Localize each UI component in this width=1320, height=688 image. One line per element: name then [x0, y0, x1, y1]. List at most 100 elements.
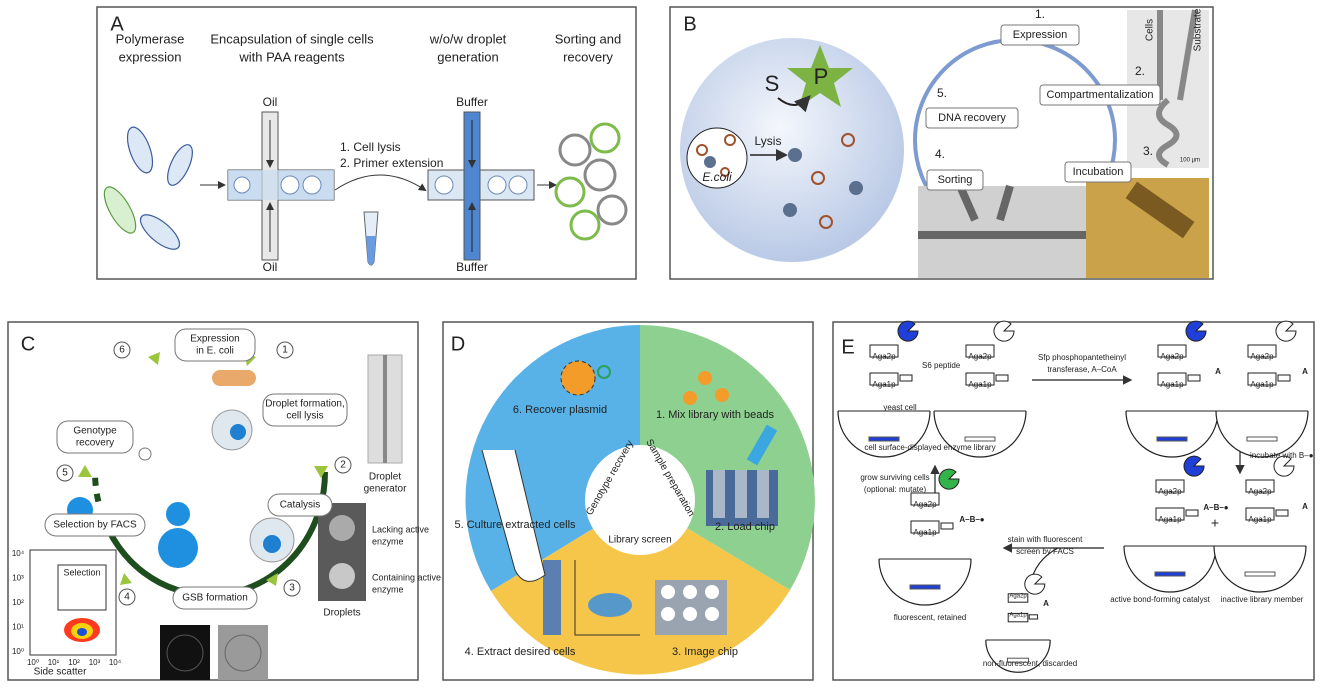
label: A–B–●: [1203, 503, 1228, 512]
aga-box: [869, 372, 899, 386]
aga-box: [965, 372, 995, 386]
label: Lacking active: [372, 524, 429, 534]
y-tick-label: 10³: [12, 574, 24, 583]
label: Side scatter: [34, 667, 87, 678]
panel-label: D: [451, 333, 465, 355]
label: stain with fluorescent: [1008, 535, 1083, 544]
label: 4. Extract desired cells: [465, 646, 576, 658]
aga-box: [965, 344, 995, 358]
label: in E. coli: [196, 346, 234, 357]
x-tick-label: 10²: [68, 658, 80, 667]
aga-box: [869, 344, 899, 358]
label: GSB formation: [182, 593, 248, 604]
label: Containing active: [372, 572, 441, 582]
step-number: 4: [124, 592, 130, 603]
yeast-cell: [837, 410, 931, 458]
label: Aga2p: [1009, 594, 1027, 600]
tag: [1277, 374, 1291, 382]
label: 3. Image chip: [672, 646, 738, 658]
label-box: [174, 328, 256, 362]
label-box: [172, 586, 258, 610]
vacuole: [868, 436, 900, 442]
label: Expression: [190, 334, 239, 345]
label: 6. Recover plasmid: [513, 404, 607, 416]
aga-box: [1157, 372, 1187, 386]
label: recovery: [76, 438, 114, 449]
enzyme: [1024, 573, 1046, 595]
step-title: recovery: [563, 49, 613, 64]
step-number: 3.: [1143, 144, 1153, 158]
enzyme: [938, 468, 960, 490]
label: Droplet: [369, 472, 401, 483]
label: Aga1p: [1248, 515, 1272, 524]
label: P: [814, 64, 829, 89]
step-badge: [334, 456, 352, 474]
step-badge: [118, 588, 136, 606]
label: Buffer: [456, 95, 488, 109]
label: Aga1p: [1160, 380, 1184, 389]
yeast-cell: [878, 558, 972, 606]
label: yeast cell: [883, 403, 917, 412]
aga-box: [1247, 344, 1277, 358]
label: Aga1p: [1009, 613, 1027, 619]
step-number: 5: [62, 468, 68, 479]
label: S6 peptide: [922, 361, 961, 370]
yeast-cell: [1215, 410, 1309, 458]
label: 1. Mix library with beads: [656, 409, 774, 421]
x-tick-label: 10⁴: [109, 658, 122, 667]
yeast-cell: [933, 410, 1027, 458]
label-box: [56, 420, 134, 454]
enzyme: [1183, 455, 1205, 477]
label: grow surviving cells: [860, 473, 929, 482]
yeast-cell: [985, 639, 1051, 673]
step-title: with PAA reagents: [238, 49, 345, 64]
aga-box: [1245, 507, 1275, 521]
label: Aga2p: [913, 500, 937, 509]
yeast-cell: [1125, 410, 1219, 458]
aga-box: [1155, 507, 1185, 521]
label-box: [926, 169, 984, 191]
aga-box: [1007, 593, 1029, 603]
panel-a: [96, 6, 637, 280]
label: screen by FACS: [1016, 547, 1074, 556]
label: Aga1p: [1158, 515, 1182, 524]
step-title: Polymerase: [116, 31, 185, 46]
aga-box: [1245, 479, 1275, 493]
step-title: Sorting and: [555, 31, 622, 46]
label: non-fluorescent, discarded: [983, 659, 1077, 668]
label: E.coli: [702, 170, 732, 184]
step-title: generation: [437, 49, 498, 64]
enzyme: [897, 320, 919, 342]
label: Incubation: [1073, 166, 1124, 178]
label: Sorting: [938, 174, 973, 186]
aga-box: [1247, 372, 1277, 386]
label: enzyme: [372, 584, 404, 594]
panel-label: C: [21, 333, 35, 355]
vacuole: [1156, 436, 1188, 442]
label: fluorescent, retained: [894, 613, 967, 622]
vacuole: [909, 584, 941, 590]
label: Aga2p: [872, 352, 896, 361]
tag: [1275, 509, 1289, 517]
y-tick-label: 10⁴: [12, 549, 25, 558]
panel-label: E: [841, 336, 854, 358]
step-number: 2: [340, 460, 346, 471]
step-title: Encapsulation of single cells: [210, 31, 374, 46]
tag: [899, 374, 913, 382]
label: 100 µm: [1180, 158, 1200, 164]
label: A: [1215, 367, 1221, 376]
label: generator: [364, 484, 407, 495]
label: 2. Primer extension: [340, 156, 443, 170]
step-number: 5.: [937, 86, 947, 100]
enzyme: [1185, 320, 1207, 342]
panel-b: [669, 6, 1214, 280]
label: Aga2p: [1250, 352, 1274, 361]
label: Aga2p: [1248, 487, 1272, 496]
enzyme: [993, 320, 1015, 342]
label: active bond-forming catalyst: [1110, 595, 1210, 604]
label: enzyme: [372, 536, 404, 546]
label: Compartmentalization: [1047, 89, 1154, 101]
label: Oil: [263, 95, 278, 109]
label: Selection by FACS: [53, 520, 137, 531]
step-badge: [283, 579, 301, 597]
